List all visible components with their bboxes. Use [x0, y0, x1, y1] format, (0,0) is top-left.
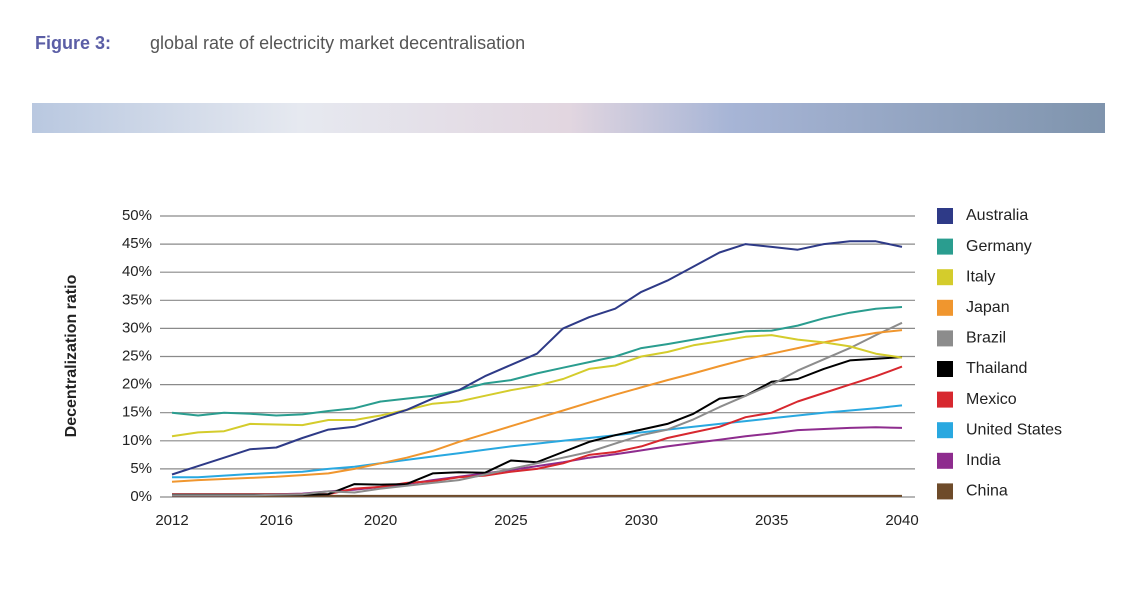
legend-label: India [966, 452, 1001, 469]
legend-swatch [937, 330, 953, 347]
y-tick-label: 10% [122, 432, 152, 449]
legend-label: Mexico [966, 391, 1017, 408]
x-tick-label: 2040 [885, 512, 918, 529]
y-tick-label: 25% [122, 347, 152, 364]
legend-label: Thailand [966, 360, 1027, 377]
header-band [32, 103, 1105, 133]
x-tick-label: 2020 [364, 512, 397, 529]
legend-swatch [937, 483, 953, 500]
legend-swatch [937, 422, 953, 439]
legend-label: Australia [966, 207, 1028, 224]
chart-title: global rate of electricity market decent… [150, 33, 525, 53]
y-tick-label: 50% [122, 207, 152, 224]
series-line [172, 404, 903, 479]
x-tick-label: 2035 [755, 512, 788, 529]
legend-swatch [937, 452, 953, 469]
series-line [171, 329, 903, 483]
series-line [172, 321, 903, 497]
legend-label: Germany [966, 238, 1032, 255]
series-line [171, 240, 903, 476]
y-tick-label: 20% [122, 376, 152, 393]
legend-swatch [937, 299, 953, 316]
legend-swatch [937, 391, 953, 408]
series-line [171, 334, 903, 438]
legend-label: United States [966, 421, 1062, 438]
y-tick-label: 0% [130, 488, 152, 505]
legend-label: Brazil [966, 330, 1006, 347]
x-tick-label: 2012 [155, 512, 188, 529]
legend-swatch [937, 361, 953, 377]
legend-swatch [937, 208, 953, 224]
y-axis-label: Decentralization ratio [63, 274, 80, 437]
figure-label: Figure 3: [35, 33, 111, 53]
y-tick-label: 15% [122, 404, 152, 421]
series-line [171, 306, 903, 417]
legend-label: Italy [966, 268, 995, 285]
legend-swatch [937, 238, 953, 255]
y-tick-label: 40% [122, 263, 152, 280]
y-tick-label: 35% [122, 291, 152, 308]
y-tick-label: 45% [122, 235, 152, 252]
y-tick-label: 5% [130, 460, 152, 477]
legend-label: Japan [966, 299, 1010, 316]
x-tick-label: 2016 [260, 512, 293, 529]
series-line [172, 356, 903, 496]
legend-swatch [937, 269, 953, 286]
x-tick-label: 2030 [625, 512, 658, 529]
x-tick-label: 2025 [494, 512, 527, 529]
y-tick-label: 30% [122, 319, 152, 336]
legend-label: China [966, 483, 1008, 500]
